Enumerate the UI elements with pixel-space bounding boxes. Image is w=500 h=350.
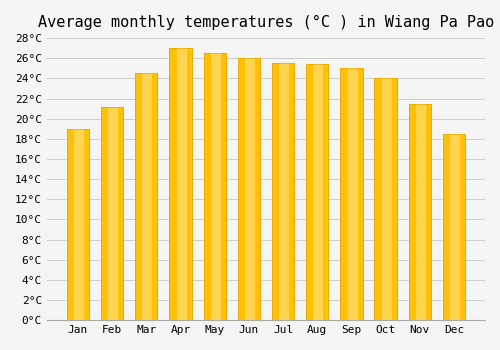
Bar: [142, 74, 152, 320]
Bar: [340, 68, 362, 320]
Bar: [74, 129, 84, 320]
Bar: [348, 68, 358, 320]
Bar: [204, 53, 226, 320]
Bar: [67, 129, 89, 320]
Bar: [108, 107, 118, 320]
Bar: [279, 63, 289, 320]
Bar: [101, 107, 123, 320]
Bar: [416, 104, 426, 320]
Bar: [135, 74, 158, 320]
Bar: [382, 78, 392, 320]
Bar: [374, 78, 396, 320]
Bar: [272, 63, 294, 320]
Bar: [176, 48, 186, 320]
Title: Average monthly temperatures (°C ) in Wiang Pa Pao: Average monthly temperatures (°C ) in Wi…: [38, 15, 494, 30]
Bar: [408, 104, 431, 320]
Bar: [238, 58, 260, 320]
Bar: [450, 134, 460, 320]
Bar: [314, 64, 324, 320]
Bar: [211, 53, 221, 320]
Bar: [245, 58, 255, 320]
Bar: [443, 134, 465, 320]
Bar: [306, 64, 328, 320]
Bar: [170, 48, 192, 320]
